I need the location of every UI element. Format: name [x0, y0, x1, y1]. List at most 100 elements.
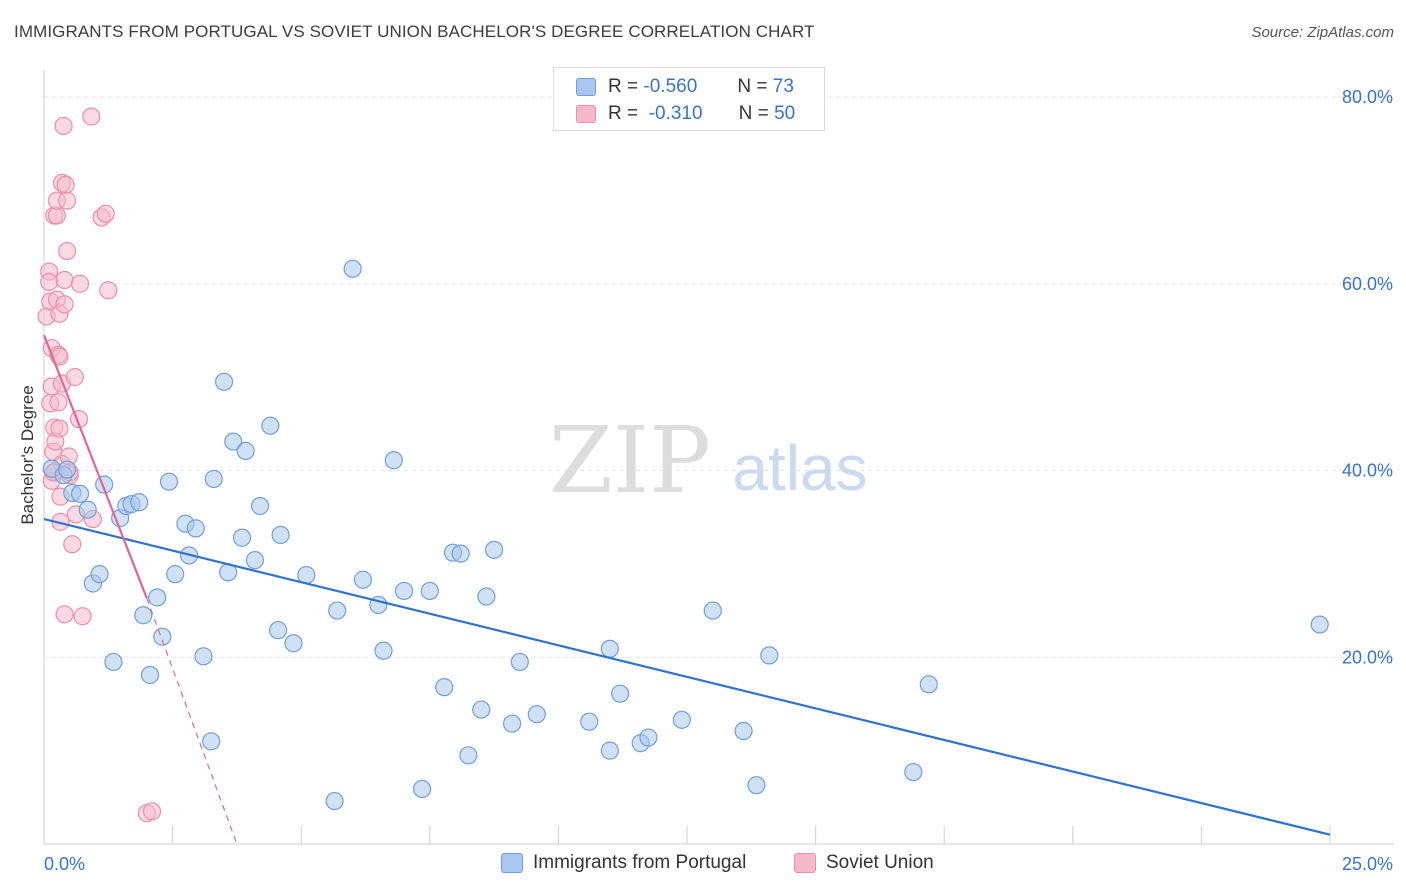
- data-point-soviet-union: [58, 241, 77, 261]
- data-point-portugal: [140, 665, 160, 685]
- watermark: ZIP atlas: [549, 407, 868, 514]
- n-value: 50: [774, 103, 796, 124]
- data-point-portugal: [580, 712, 599, 731]
- data-point-portugal: [328, 601, 347, 620]
- data-point-portugal: [261, 416, 280, 435]
- data-point-portugal: [472, 700, 491, 719]
- legend-label-soviet: Soviet Union: [826, 852, 934, 873]
- legend-item-soviet[interactable]: Soviet Union: [794, 852, 934, 874]
- data-point-portugal: [703, 601, 722, 620]
- n-value: 73: [772, 76, 794, 97]
- data-point-portugal: [271, 525, 290, 545]
- data-point-portugal: [159, 472, 179, 491]
- source-label: Source: ZipAtlas.com: [1251, 24, 1394, 41]
- data-point-soviet-union: [55, 605, 74, 624]
- data-point-portugal: [134, 606, 153, 625]
- data-point-portugal: [250, 496, 270, 516]
- data-point-portugal: [611, 684, 630, 703]
- data-point-soviet-union: [73, 607, 92, 626]
- data-point-portugal: [186, 519, 205, 538]
- y-tick-label: 40.0%: [1342, 461, 1393, 481]
- data-point-portugal: [919, 675, 938, 694]
- axes: [43, 70, 1394, 845]
- data-point-portugal: [343, 259, 362, 278]
- data-point-portugal: [600, 639, 619, 658]
- data-point-soviet-union: [58, 191, 77, 210]
- stats-row-soviet: R = -0.310 N = 50: [576, 101, 795, 127]
- data-point-portugal: [78, 500, 97, 519]
- data-point-soviet-union: [40, 272, 59, 291]
- data-point-soviet-union: [99, 281, 118, 300]
- data-point-portugal: [904, 763, 923, 782]
- data-point-portugal: [148, 588, 167, 607]
- data-point-soviet-union: [142, 802, 162, 821]
- data-point-portugal: [153, 627, 172, 646]
- data-point-soviet-union: [96, 204, 115, 223]
- data-point-portugal: [374, 641, 393, 660]
- data-point-portugal: [166, 565, 185, 584]
- data-point-portugal: [90, 565, 109, 584]
- data-point-portugal: [70, 484, 90, 503]
- data-point-soviet-union: [54, 116, 73, 136]
- data-point-portugal: [1310, 615, 1329, 634]
- data-point-portugal: [451, 544, 470, 563]
- data-point-portugal: [325, 791, 344, 811]
- legend-swatch-portugal: [501, 853, 523, 873]
- series-legend: Immigrants from Portugal Soviet Union: [0, 850, 1406, 880]
- data-point-portugal: [224, 432, 243, 451]
- data-point-portugal: [194, 647, 213, 666]
- legend-item-portugal[interactable]: Immigrants from Portugal: [501, 852, 746, 874]
- data-point-portugal: [394, 581, 414, 601]
- data-point-portugal: [477, 587, 496, 606]
- data-point-portugal: [527, 705, 546, 724]
- data-point-portugal: [510, 652, 529, 672]
- data-point-soviet-union: [63, 535, 82, 554]
- data-point-portugal: [104, 652, 123, 672]
- data-point-portugal: [435, 678, 454, 697]
- stats-legend: R = -0.560 N = 73 R = -0.310 N = 50: [553, 67, 825, 131]
- data-point-portugal: [58, 460, 77, 479]
- trend-line-soviet-union: [42, 334, 148, 599]
- data-point-portugal: [268, 621, 288, 640]
- data-point-portugal: [412, 779, 432, 799]
- data-point-portugal: [245, 551, 265, 570]
- soviet-swatch: [576, 105, 596, 123]
- watermark-atlas: atlas: [732, 432, 867, 504]
- trend-line-portugal: [43, 517, 1331, 836]
- data-point-soviet-union: [55, 270, 74, 290]
- data-point-portugal: [384, 451, 403, 470]
- data-point-portugal: [485, 540, 504, 559]
- data-point-portugal: [202, 732, 221, 751]
- data-point-soviet-union: [65, 368, 84, 387]
- r-label: R =: [608, 76, 639, 97]
- gridlines: [44, 96, 1394, 658]
- chart-title: IMMIGRANTS FROM PORTUGAL VS SOVIET UNION…: [14, 22, 815, 41]
- portugal-swatch: [576, 78, 596, 96]
- portugal-points: [42, 259, 1329, 811]
- x-tick-label: 25.0%: [1342, 854, 1393, 874]
- data-point-portugal: [420, 581, 439, 601]
- data-point-soviet-union: [56, 175, 75, 194]
- data-point-portugal: [672, 710, 691, 729]
- y-tick-label: 80.0%: [1342, 87, 1393, 107]
- y-axis-label: Bachelor's Degree: [18, 385, 37, 524]
- watermark-zip: ZIP: [549, 407, 711, 514]
- stats-row-portugal: R = -0.560 N = 73: [576, 74, 794, 100]
- data-point-portugal: [639, 728, 658, 747]
- r-value: -0.560: [643, 76, 698, 97]
- legend-swatch-soviet: [794, 853, 816, 873]
- r-label: R =: [608, 103, 639, 124]
- data-point-soviet-union: [70, 274, 90, 293]
- x-tick-label: 0.0%: [44, 854, 85, 874]
- data-point-soviet-union: [55, 295, 74, 314]
- y-tick-label: 60.0%: [1342, 274, 1393, 294]
- legend-label-portugal: Immigrants from Portugal: [533, 852, 747, 873]
- data-point-portugal: [760, 646, 779, 665]
- data-point-portugal: [130, 493, 149, 512]
- n-label: N =: [738, 103, 769, 124]
- data-point-soviet-union: [49, 393, 68, 412]
- data-point-portugal: [232, 528, 252, 547]
- data-point-soviet-union: [50, 419, 69, 438]
- data-point-portugal: [214, 372, 234, 391]
- data-point-portugal: [204, 469, 223, 489]
